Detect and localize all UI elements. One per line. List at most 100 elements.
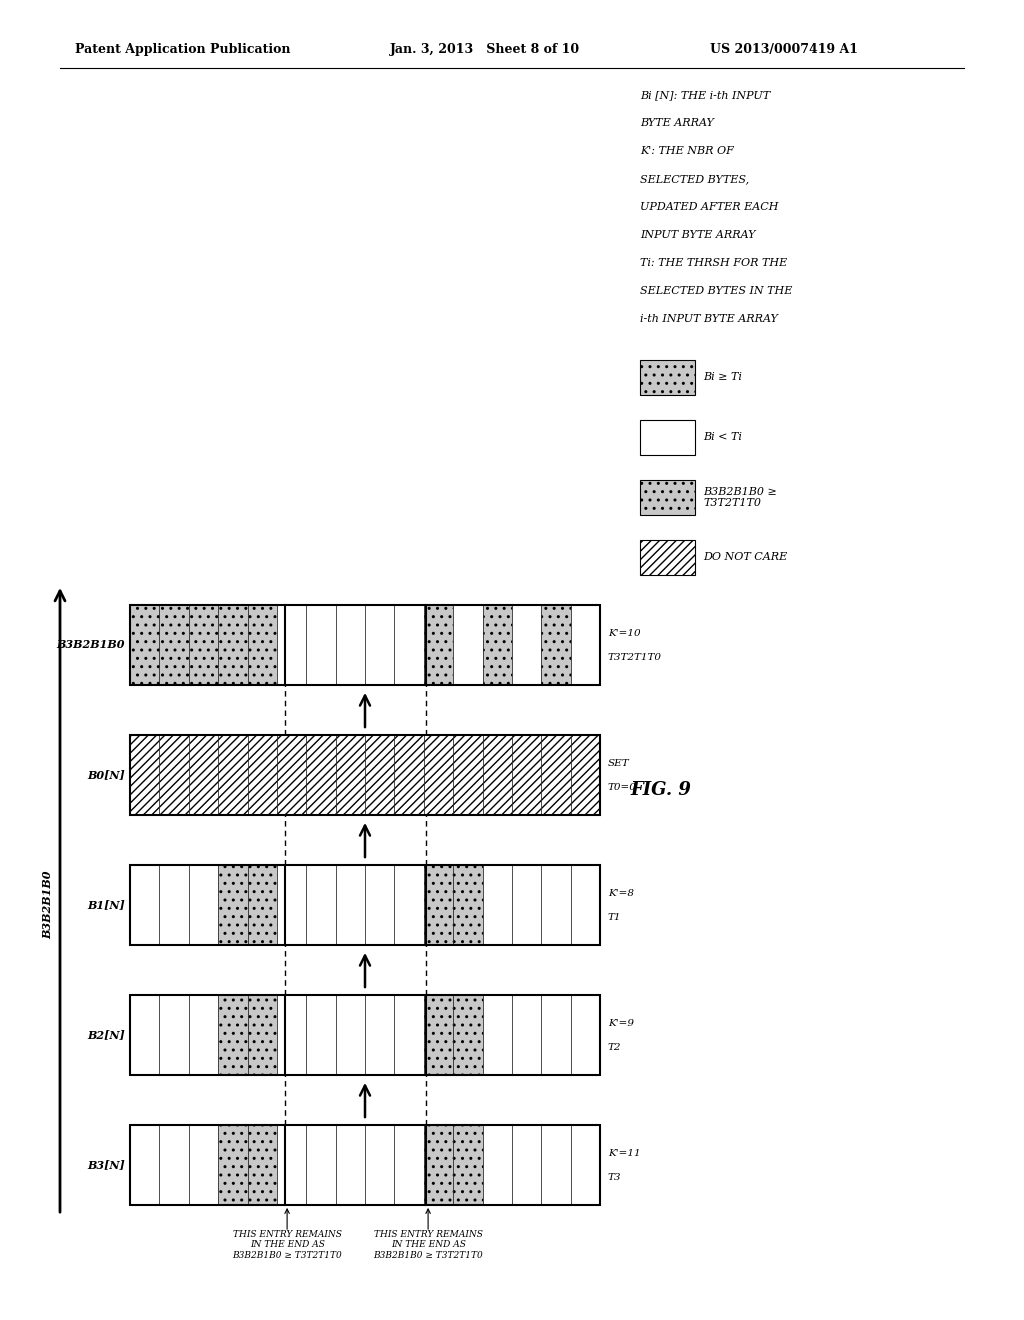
Bar [248, 995, 276, 1074]
Bar [365, 735, 394, 814]
Bar [218, 735, 248, 814]
Bar [248, 735, 276, 814]
Bar [130, 735, 160, 814]
Bar [306, 865, 336, 945]
Bar [276, 605, 306, 685]
Bar [454, 995, 482, 1074]
Bar [482, 735, 512, 814]
Bar [424, 865, 454, 945]
Text: K'=8: K'=8 [608, 888, 634, 898]
Text: T0=0: T0=0 [608, 783, 637, 792]
Bar [160, 735, 188, 814]
Text: Jan. 3, 2013   Sheet 8 of 10: Jan. 3, 2013 Sheet 8 of 10 [390, 44, 581, 57]
Bar [188, 735, 218, 814]
Bar [130, 995, 600, 1074]
Text: THIS ENTRY REMAINS
IN THE END AS
B3B2B1B0 ≥ T3T2T1T0: THIS ENTRY REMAINS IN THE END AS B3B2B1B… [232, 1230, 342, 1259]
Bar [482, 865, 512, 945]
Bar [218, 995, 248, 1074]
Bar [424, 1125, 454, 1205]
Bar [306, 735, 336, 814]
Bar [276, 865, 306, 945]
Bar [394, 1125, 424, 1205]
Bar [130, 865, 600, 945]
Bar [640, 360, 695, 395]
Bar [188, 865, 218, 945]
Bar [218, 605, 248, 685]
Text: K'=9: K'=9 [608, 1019, 634, 1027]
Text: THIS ENTRY REMAINS
IN THE END AS
B3B2B1B0 ≥ T3T2T1T0: THIS ENTRY REMAINS IN THE END AS B3B2B1B… [373, 1230, 483, 1259]
Bar [365, 995, 394, 1074]
Bar [130, 735, 600, 814]
Bar [482, 1125, 512, 1205]
Bar [130, 1125, 600, 1205]
Bar [188, 605, 218, 685]
Bar [306, 1125, 336, 1205]
Bar [218, 1125, 248, 1205]
Text: B2[N]: B2[N] [87, 1030, 125, 1040]
Bar [542, 605, 570, 685]
Bar [365, 1125, 394, 1205]
Bar [130, 605, 160, 685]
Text: i-th INPUT BYTE ARRAY: i-th INPUT BYTE ARRAY [640, 314, 778, 323]
Bar [394, 865, 424, 945]
Text: B3B2B1B0: B3B2B1B0 [56, 639, 125, 651]
Bar [336, 995, 365, 1074]
Bar [512, 735, 542, 814]
Bar [276, 995, 306, 1074]
Bar [482, 995, 512, 1074]
Bar [130, 1125, 160, 1205]
Text: B3B2B1B0 ≥
T3T2T1T0: B3B2B1B0 ≥ T3T2T1T0 [703, 487, 777, 508]
Bar [640, 480, 695, 515]
Text: T3: T3 [608, 1172, 622, 1181]
Bar [160, 865, 188, 945]
Bar [424, 735, 454, 814]
Bar [394, 735, 424, 814]
Bar [394, 995, 424, 1074]
Text: SELECTED BYTES IN THE: SELECTED BYTES IN THE [640, 286, 793, 296]
Text: K': THE NBR OF: K': THE NBR OF [640, 147, 734, 156]
Text: Bi [N]: THE i-th INPUT: Bi [N]: THE i-th INPUT [640, 90, 770, 100]
Bar [424, 605, 454, 685]
Bar [336, 735, 365, 814]
Bar [248, 605, 276, 685]
Bar [542, 1125, 570, 1205]
Bar [218, 865, 248, 945]
Bar [188, 1125, 218, 1205]
Text: B3[N]: B3[N] [87, 1159, 125, 1171]
Bar [640, 420, 695, 455]
Bar [570, 995, 600, 1074]
Text: BYTE ARRAY: BYTE ARRAY [640, 117, 714, 128]
Text: B3B2B1B0: B3B2B1B0 [43, 871, 53, 940]
Bar [454, 865, 482, 945]
Bar [424, 995, 454, 1074]
Bar [188, 995, 218, 1074]
Bar [570, 605, 600, 685]
Bar [640, 540, 695, 576]
Bar [542, 995, 570, 1074]
Bar [570, 735, 600, 814]
Text: Bi < Ti: Bi < Ti [703, 433, 741, 442]
Bar [542, 735, 570, 814]
Bar [276, 1125, 306, 1205]
Text: T3T2T1T0: T3T2T1T0 [608, 652, 662, 661]
Bar [130, 605, 600, 685]
Text: Ti: THE THRSH FOR THE: Ti: THE THRSH FOR THE [640, 257, 787, 268]
Bar [454, 605, 482, 685]
Bar [394, 605, 424, 685]
Text: DO NOT CARE: DO NOT CARE [703, 553, 787, 562]
Bar [512, 605, 542, 685]
Bar [336, 1125, 365, 1205]
Text: K'=10: K'=10 [608, 628, 641, 638]
Bar [130, 995, 160, 1074]
Text: Bi ≥ Ti: Bi ≥ Ti [703, 372, 741, 383]
Bar [482, 605, 512, 685]
Text: T2: T2 [608, 1043, 622, 1052]
Bar [570, 1125, 600, 1205]
Text: INPUT BYTE ARRAY: INPUT BYTE ARRAY [640, 230, 756, 240]
Bar [276, 735, 306, 814]
Bar [570, 865, 600, 945]
Text: T1: T1 [608, 912, 622, 921]
Text: K'=11: K'=11 [608, 1148, 641, 1158]
Text: B1[N]: B1[N] [87, 899, 125, 911]
Bar [512, 1125, 542, 1205]
